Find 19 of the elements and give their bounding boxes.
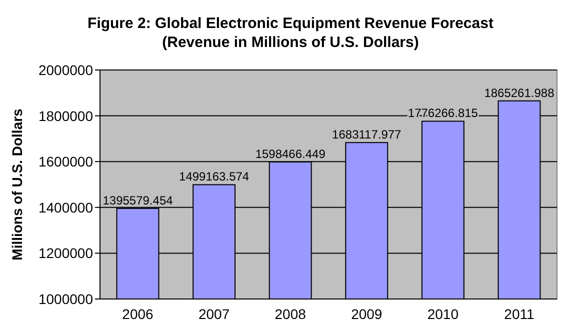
x-tick-label: 2011 — [504, 306, 534, 322]
data-label: 1683117.977 — [332, 128, 402, 142]
data-label: 1499163.574 — [179, 170, 250, 184]
data-label: 1598466.449 — [255, 146, 326, 161]
x-tick-label: 2009 — [351, 306, 382, 322]
x-tick-label: 2010 — [427, 306, 459, 322]
y-tick-label: 1400000 — [38, 199, 94, 216]
y-tick-label: 1000000 — [38, 291, 94, 307]
data-label: 1395579.454 — [102, 193, 174, 208]
x-tick-label: 2008 — [274, 306, 306, 322]
y-tick-label: 2000000 — [38, 62, 94, 78]
y-tick-label: 1600000 — [38, 154, 94, 170]
x-tick-label: 2007 — [198, 306, 230, 322]
y-axis-title: Millions of U.S. Dollars — [9, 108, 25, 260]
data-label: 1865261.988 — [484, 86, 555, 100]
x-tick-label: 2006 — [122, 306, 154, 322]
y-tick-label: 1800000 — [38, 108, 94, 124]
y-tick-label: 1200000 — [38, 245, 94, 262]
chart-title: Figure 2: Global Electronic Equipment Revenue Forecast (Revenue in Millions of U.S. Dollars) — [88, 15, 494, 51]
